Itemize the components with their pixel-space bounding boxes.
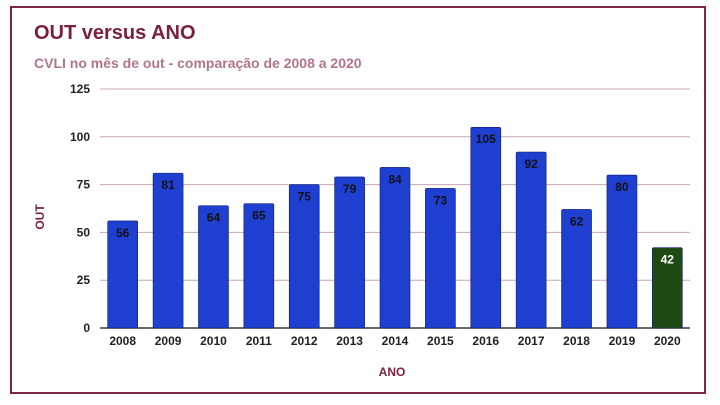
data-label-2015: 73: [434, 193, 448, 207]
bar-2015: [425, 188, 456, 329]
bar-2019: [606, 174, 638, 329]
bar-2016: [470, 126, 502, 329]
data-label-2017: 92: [524, 157, 538, 171]
bar-2013: [334, 176, 365, 329]
x-tick-label-2015: 2015: [427, 334, 454, 348]
bar-2008: [107, 220, 138, 329]
y-axis-ticks: 0 25 50 75 100 125: [70, 82, 90, 335]
data-label-2008: 56: [116, 226, 130, 240]
x-tick-label-2011: 2011: [246, 334, 272, 348]
bar-2018: [561, 209, 592, 329]
data-label-2012: 75: [298, 190, 312, 204]
data-label-2014: 84: [388, 172, 402, 186]
y-axis-title: OUT: [33, 204, 47, 230]
bar-2011: [243, 203, 275, 329]
y-tick-label: 125: [70, 82, 90, 96]
x-tick-label-2018: 2018: [563, 334, 590, 348]
bar-2012: [288, 184, 320, 329]
bar-2020: [652, 247, 683, 329]
x-axis-ticks: 2008 2009 2010 2011 2012 2013 2014 2015 2016 2017…: [109, 334, 681, 348]
x-tick-label-2012: 2012: [291, 334, 318, 348]
data-label-2010: 64: [207, 211, 221, 225]
x-tick-label-2010: 2010: [200, 334, 227, 348]
y-tick-label: 25: [77, 273, 91, 287]
x-tick-label-2016: 2016: [472, 334, 499, 348]
y-tick-label: 75: [77, 178, 91, 192]
x-tick-label-2013: 2013: [336, 334, 363, 348]
bar-2010: [198, 205, 229, 329]
x-tick-label-2009: 2009: [155, 334, 182, 348]
bar-2017: [515, 151, 547, 329]
data-label-2016: 105: [476, 132, 496, 146]
chart-subtitle: CVLI no mês de out - comparação de 2008 …: [34, 55, 362, 71]
y-tick-label: 100: [70, 130, 90, 144]
x-tick-label-2014: 2014: [382, 334, 409, 348]
chart-title: OUT versus ANO: [34, 22, 196, 44]
data-label-2011: 65: [252, 209, 266, 223]
data-label-2013: 79: [343, 182, 357, 196]
data-label-2020: 42: [661, 253, 675, 267]
y-tick-label: 0: [83, 321, 90, 335]
x-axis-title: ANO: [379, 365, 406, 379]
bar-2009: [152, 172, 184, 329]
bar-2014: [379, 167, 411, 329]
data-label-2019: 80: [615, 180, 629, 194]
y-tick-label: 50: [77, 225, 91, 239]
x-tick-label-2019: 2019: [609, 334, 636, 348]
x-tick-label-2008: 2008: [109, 334, 136, 348]
x-tick-label-2020: 2020: [654, 334, 681, 348]
x-tick-label-2017: 2017: [518, 334, 545, 348]
data-label-2009: 81: [161, 178, 175, 192]
bars: 56 81 64 65 75 79 84 73 105 92 62 80 42: [107, 126, 683, 329]
data-label-2018: 62: [570, 214, 584, 228]
